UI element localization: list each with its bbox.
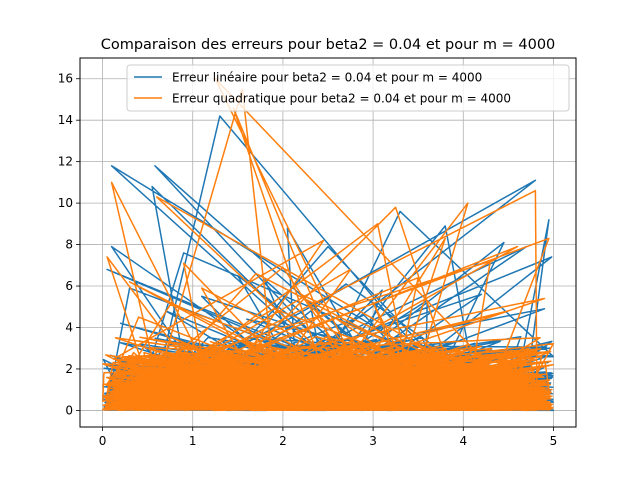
y-tick-label: 8 [65, 238, 73, 252]
y-tick-label: 10 [58, 196, 73, 210]
y-tick-label: 2 [65, 362, 73, 376]
y-tick-label: 4 [65, 320, 73, 334]
y-tick-label: 14 [58, 113, 73, 127]
y-tick-label: 12 [58, 155, 73, 169]
x-tick-label: 4 [459, 434, 467, 448]
chart-title: Comparaison des erreurs pour beta2 = 0.0… [101, 37, 556, 53]
legend-label-linear: Erreur linéaire pour beta2 = 0.04 et pou… [172, 71, 482, 85]
legend: Erreur linéaire pour beta2 = 0.04 et pou… [126, 64, 570, 112]
x-tick-label: 1 [189, 434, 197, 448]
y-tick-label: 6 [65, 279, 73, 293]
x-tick-label: 5 [550, 434, 558, 448]
y-tick-label: 0 [65, 403, 73, 417]
y-tick-label: 16 [58, 72, 73, 86]
series-line-quadratic [102, 77, 555, 412]
x-tick-label: 0 [99, 434, 107, 448]
legend-label-quadratic: Erreur quadratique pour beta2 = 0.04 et … [172, 92, 511, 106]
x-tick-label: 3 [369, 434, 377, 448]
series-layer [101, 77, 555, 412]
legend-box [126, 64, 570, 112]
x-tick-label: 2 [279, 434, 287, 448]
plot-frame [79, 57, 577, 428]
